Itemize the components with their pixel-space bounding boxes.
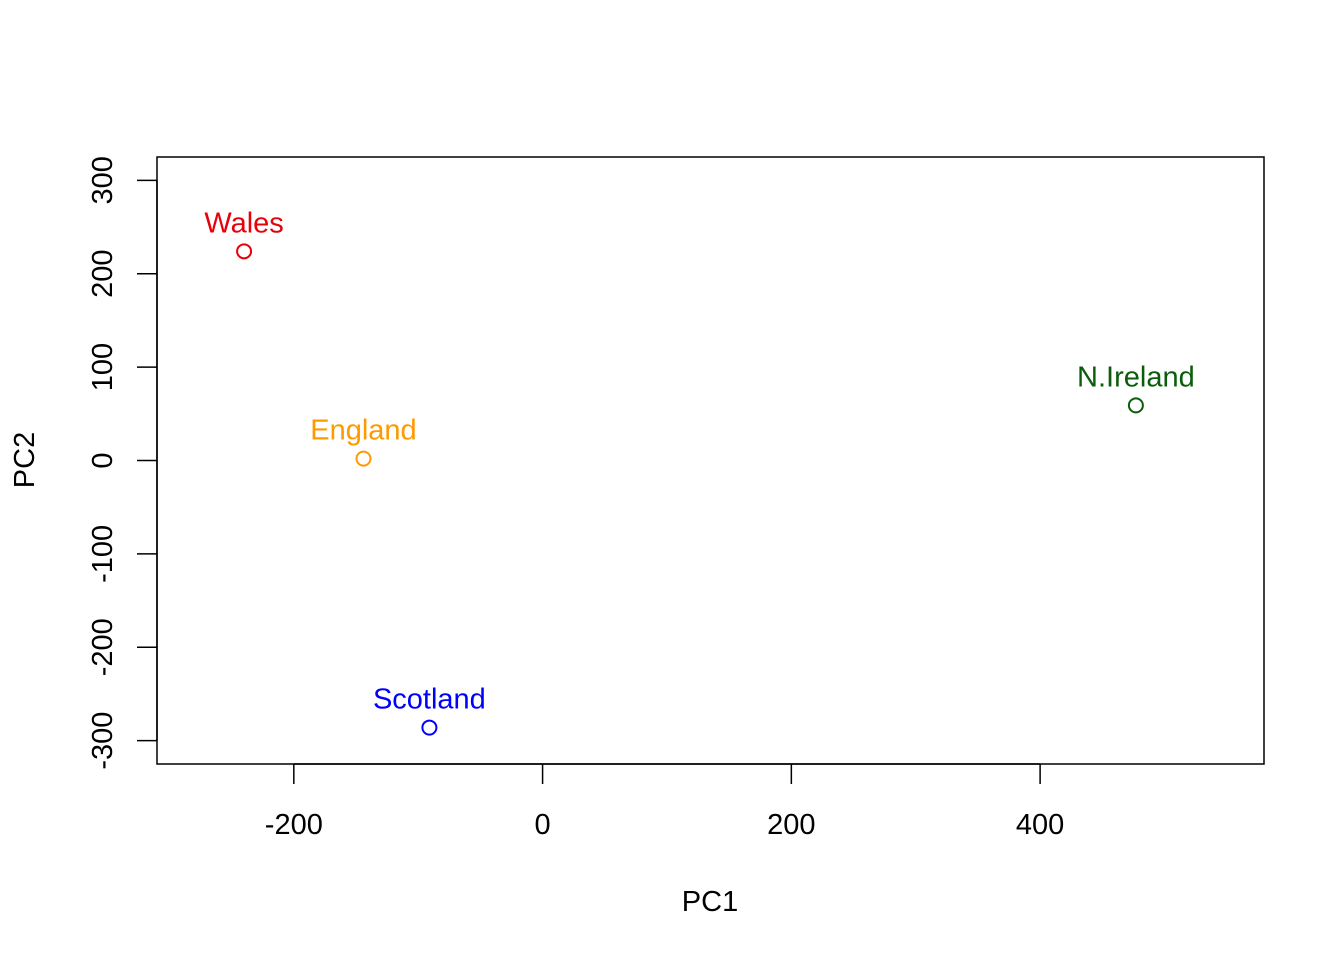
x-axis: -200 0 200 400 [265, 763, 1064, 841]
point-label: N.Ireland [1077, 361, 1195, 393]
x-axis-label: PC1 [682, 886, 738, 918]
point-label: Scotland [373, 684, 486, 716]
point-label: Wales [204, 207, 284, 239]
point-marker [236, 243, 253, 260]
y-axis: -300 -200 -100 0 100 200 300 [87, 156, 158, 770]
data-points: England Wales Scotland N.Ireland [204, 207, 1195, 736]
x-tick-label: 0 [535, 809, 551, 841]
y-tick-label: 100 [87, 343, 119, 391]
y-tick-label: -100 [87, 525, 119, 583]
point-marker [1127, 397, 1144, 414]
y-tick-label: -300 [87, 712, 119, 770]
y-tick-label: 300 [87, 156, 119, 204]
y-tick-label: -200 [87, 618, 119, 676]
x-tick-label: -200 [265, 809, 323, 841]
point-marker [421, 719, 438, 736]
plot-frame [156, 156, 1265, 765]
x-tick-label: 400 [1016, 809, 1064, 841]
y-tick-label: 200 [87, 250, 119, 298]
point-label: England [310, 415, 416, 447]
x-tick-label: 200 [767, 809, 815, 841]
y-axis-label: PC2 [9, 432, 41, 488]
point-marker [355, 450, 372, 467]
y-tick-label: 0 [87, 452, 119, 468]
